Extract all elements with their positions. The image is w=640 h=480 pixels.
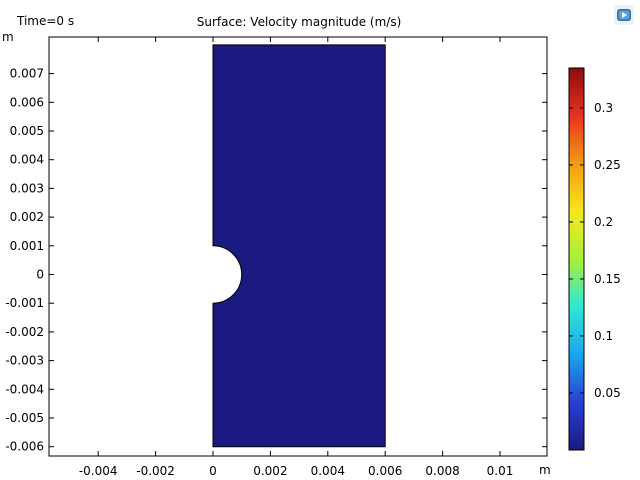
y-tick-label: -0.002: [5, 325, 44, 339]
y-tick-label: -0.001: [5, 296, 44, 310]
colorbar-tick-label: 0.25: [594, 158, 621, 172]
x-tick-label: 0: [209, 464, 217, 478]
y-tick-label: 0.006: [10, 95, 44, 109]
time-label: Time=0 s: [16, 14, 74, 28]
y-tick-label: 0.007: [10, 67, 44, 81]
y-tick-label: 0.003: [10, 181, 44, 195]
y-tick-label: -0.005: [5, 411, 44, 425]
x-tick-label: 0.004: [311, 464, 345, 478]
y-tick-label: 0.004: [10, 153, 44, 167]
y-tick-label: -0.003: [5, 354, 44, 368]
colorbar-tick-label: 0.1: [594, 329, 613, 343]
y-axis: 0.007 0.006 0.005 0.004 0.003 0.002 0.001 0 -0.0…: [5, 67, 547, 454]
x-tick-label: 0.008: [425, 464, 459, 478]
x-tick-label: -0.002: [136, 464, 175, 478]
colorbar-tick-label: 0.05: [594, 386, 621, 400]
x-tick-label: 0.002: [253, 464, 287, 478]
y-tick-label: -0.004: [5, 382, 44, 396]
colorbar-tick-label: 0.3: [594, 101, 613, 115]
y-tick-label: -0.006: [5, 440, 44, 454]
x-tick-label: -0.004: [79, 464, 118, 478]
y-tick-label: 0: [36, 268, 44, 282]
play-button[interactable]: [614, 5, 634, 25]
x-axis: -0.004 -0.002 0 0.002 0.004 0.006 0.008 0.01: [79, 37, 514, 478]
colorbar-tick-label: 0.2: [594, 215, 613, 229]
colorbar: [568, 67, 585, 451]
colorbar-tick-label: 0.15: [594, 272, 621, 286]
x-tick-label: 0.006: [368, 464, 402, 478]
plot-title: Surface: Velocity magnitude (m/s): [197, 15, 402, 29]
y-tick-label: 0.002: [10, 210, 44, 224]
x-unit-label: m: [539, 463, 551, 477]
play-icon: [617, 9, 631, 21]
y-tick-label: 0.005: [10, 124, 44, 138]
y-tick-label: 0.001: [10, 239, 44, 253]
velocity-domain: [212, 44, 386, 448]
colorbar-ticks: 0.05 0.1 0.15 0.2 0.25 0.3: [569, 101, 621, 400]
y-unit-label: m: [2, 30, 14, 44]
x-tick-label: 0.01: [487, 464, 514, 478]
